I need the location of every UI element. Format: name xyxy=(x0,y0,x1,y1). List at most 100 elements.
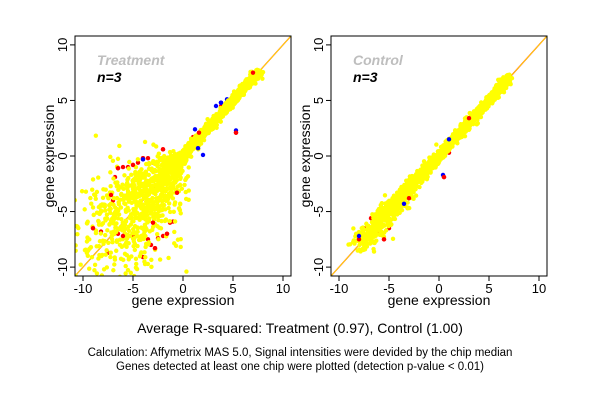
point-main xyxy=(153,174,159,180)
point-main xyxy=(109,236,115,242)
point-main xyxy=(138,184,143,189)
point-red xyxy=(164,231,170,236)
point-blue xyxy=(401,201,407,206)
point-main xyxy=(148,211,154,216)
point-main xyxy=(159,187,164,193)
point-main xyxy=(142,250,147,255)
x-tick-label: 5 xyxy=(229,281,236,296)
y-tick-label: 0 xyxy=(55,152,70,159)
y-tick-label: 5 xyxy=(311,97,326,104)
point-main xyxy=(87,266,92,271)
point-main xyxy=(173,176,179,182)
point-main xyxy=(160,161,165,167)
point-main xyxy=(144,187,149,192)
point-main xyxy=(383,228,389,233)
point-main xyxy=(134,177,139,182)
point-main xyxy=(365,230,370,235)
point-main xyxy=(117,291,121,295)
point-main xyxy=(144,205,149,211)
point-main xyxy=(117,143,122,149)
point-main xyxy=(183,196,189,202)
point-main xyxy=(75,248,78,253)
r-squared-summary: Average R-squared: Treatment (0.97), Con… xyxy=(137,320,463,336)
point-main xyxy=(146,181,151,187)
point-blue xyxy=(195,146,201,151)
point-main xyxy=(106,240,111,246)
point-main xyxy=(379,220,384,226)
point-main xyxy=(157,225,162,230)
point-main xyxy=(143,172,149,177)
point-main xyxy=(123,271,128,276)
treatment-panel: -10 -10 -5 -5 0 0 5 5 10 10 gene expression gene ex… xyxy=(41,35,292,315)
point-main xyxy=(89,201,94,206)
point-main xyxy=(126,228,132,234)
point-main xyxy=(96,256,101,261)
method-note-line-2: Genes detected at least one chip were pl… xyxy=(116,361,484,373)
point-main xyxy=(405,200,410,205)
point-main xyxy=(96,218,101,224)
point-main xyxy=(122,243,127,248)
point-main xyxy=(360,231,366,237)
point-main xyxy=(126,208,131,213)
point-blue xyxy=(200,152,206,158)
point-main xyxy=(127,215,133,221)
point-main xyxy=(370,230,376,236)
point-main xyxy=(133,169,138,175)
point-main xyxy=(413,175,419,181)
point-main xyxy=(99,209,104,214)
point-main xyxy=(379,206,384,211)
point-red xyxy=(120,164,126,170)
point-main xyxy=(137,177,143,182)
point-red xyxy=(135,160,141,165)
point-main xyxy=(398,204,404,210)
point-main xyxy=(124,253,130,258)
point-main xyxy=(99,222,104,227)
point-main xyxy=(358,249,363,254)
point-main xyxy=(462,116,468,121)
point-main xyxy=(171,209,177,214)
point-main xyxy=(155,211,160,217)
point-main xyxy=(92,262,98,268)
point-main xyxy=(132,193,137,199)
point-main xyxy=(466,124,471,130)
point-main xyxy=(505,72,510,78)
point-main xyxy=(132,182,137,188)
point-main xyxy=(188,148,194,153)
point-red xyxy=(381,237,387,242)
point-main xyxy=(118,256,124,262)
point-main xyxy=(198,141,204,146)
point-main xyxy=(457,129,462,134)
point-main xyxy=(450,139,456,144)
point-main xyxy=(413,193,419,198)
point-main xyxy=(133,199,138,205)
point-main xyxy=(112,212,118,217)
point-main xyxy=(179,161,184,166)
point-main xyxy=(142,139,148,145)
method-note: Calculation: Affymetrix MAS 5.0, Signal … xyxy=(0,346,600,374)
point-main xyxy=(169,181,174,186)
point-main xyxy=(139,226,145,231)
point-main xyxy=(114,221,119,226)
method-note-line-1: Calculation: Affymetrix MAS 5.0, Signal … xyxy=(87,347,513,359)
point-main xyxy=(172,229,177,235)
point-main xyxy=(93,230,99,236)
point-main xyxy=(144,226,149,232)
point-main xyxy=(378,231,383,237)
point-main xyxy=(216,117,221,123)
point-main xyxy=(185,174,191,179)
point-main xyxy=(99,292,103,296)
series-blue-top xyxy=(140,100,224,162)
y-tick-label: -10 xyxy=(55,258,70,277)
point-main xyxy=(113,180,118,185)
point-main xyxy=(65,311,69,315)
point-main xyxy=(434,161,440,166)
point-main xyxy=(108,254,113,260)
point-main xyxy=(106,281,110,285)
point-main xyxy=(125,177,130,182)
point-main xyxy=(407,176,413,182)
point-main xyxy=(84,221,90,226)
panel-title: Control xyxy=(353,52,404,68)
point-blue xyxy=(213,103,219,109)
point-main xyxy=(129,172,134,178)
point-main xyxy=(422,162,427,167)
